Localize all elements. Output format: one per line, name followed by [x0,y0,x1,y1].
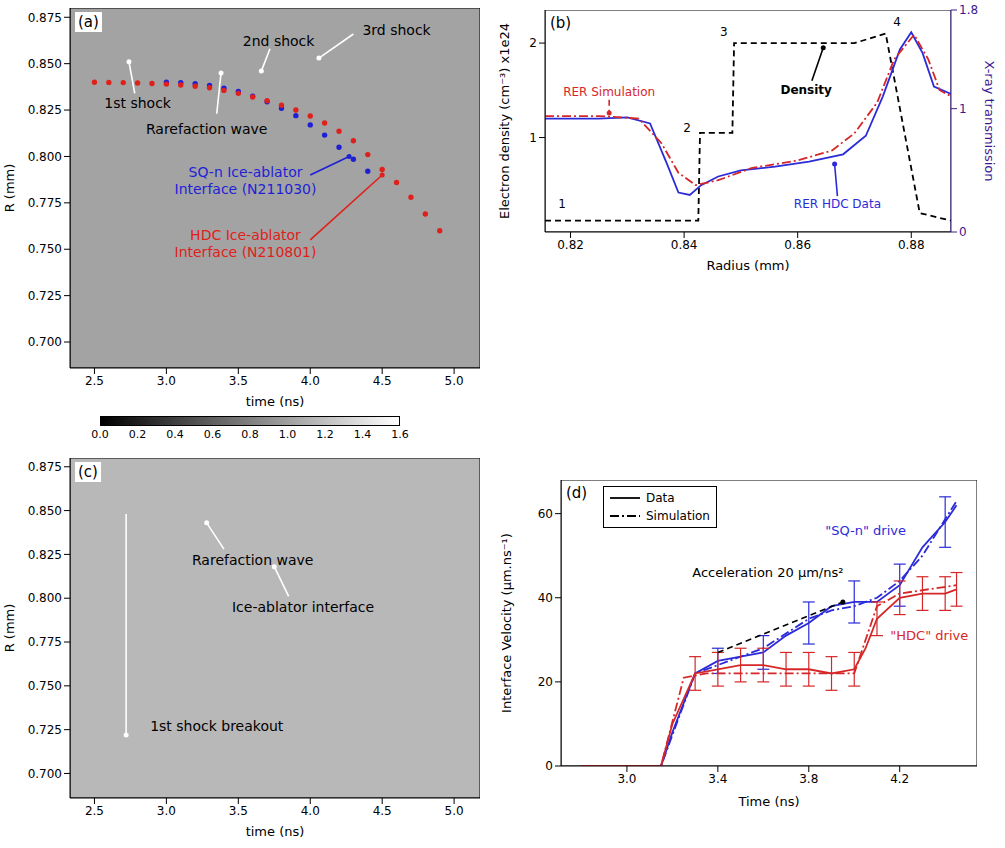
svg-text:2: 2 [529,36,537,50]
svg-text:3.0: 3.0 [617,772,636,786]
svg-text:0.86: 0.86 [784,238,811,252]
html-text:1.6: 1.6 [391,428,409,441]
svg-text:4: 4 [893,15,901,29]
html-text:(a): (a) [78,13,99,31]
html-text:Data: Data [646,491,675,505]
html-text:(b): (b) [550,14,572,32]
html-text:0.4: 0.4 [166,428,184,441]
svg-text:0: 0 [545,759,553,773]
svg-text:1.8: 1.8 [959,3,978,17]
svg-text:0.825: 0.825 [28,548,62,562]
svg-text:RER HDC Data: RER HDC Data [794,197,881,211]
svg-text:Rarefaction wave: Rarefaction wave [192,552,313,568]
svg-text:0.825: 0.825 [28,103,62,117]
svg-text:"SQ-n" drive: "SQ-n" drive [825,523,906,538]
svg-text:0.725: 0.725 [28,723,62,737]
svg-text:0.775: 0.775 [28,635,62,649]
svg-text:0.700: 0.700 [28,335,62,349]
html-text:0.6: 0.6 [203,428,222,441]
svg-text:1: 1 [959,102,967,116]
svg-text:4.0: 4.0 [301,374,320,388]
svg-text:4.5: 4.5 [373,804,392,818]
svg-text:0.850: 0.850 [28,57,62,71]
svg-text:2.5: 2.5 [85,804,104,818]
svg-text:2: 2 [683,121,691,135]
svg-text:1st shock breakout: 1st shock breakout [150,718,284,734]
svg-text:5.0: 5.0 [445,374,464,388]
svg-text:0.82: 0.82 [557,238,584,252]
svg-text:0.875: 0.875 [28,11,62,25]
svg-text:3.5: 3.5 [229,374,248,388]
svg-text:0.88: 0.88 [898,238,925,252]
html-text:(d): (d) [566,484,588,502]
html-text:(c): (c) [78,463,98,481]
svg-text:3: 3 [720,25,728,39]
svg-text:"HDC" drive: "HDC" drive [890,628,968,643]
svg-text:Radius (mm): Radius (mm) [706,258,789,273]
svg-text:4.2: 4.2 [890,772,909,786]
html-text:0.8: 0.8 [241,428,259,441]
svg-text:0.800: 0.800 [28,591,62,605]
svg-text:0.750: 0.750 [28,242,62,256]
svg-text:R (mm): R (mm) [2,164,17,213]
svg-text:R (mm): R (mm) [2,604,17,653]
svg-text:0.800: 0.800 [28,150,62,164]
svg-text:3.5: 3.5 [229,804,248,818]
svg-text:0.700: 0.700 [28,767,62,781]
html-text:0.2: 0.2 [128,428,147,441]
svg-text:Acceleration 20 μm/ns²: Acceleration 20 μm/ns² [692,565,843,580]
svg-text:1st shock: 1st shock [104,95,172,111]
svg-text:Electron density (cm⁻³) x1e24: Electron density (cm⁻³) x1e24 [497,23,512,219]
svg-text:3rd shock: 3rd shock [362,22,431,38]
svg-text:0.850: 0.850 [28,504,62,518]
svg-text:Time (ns): Time (ns) [737,794,799,809]
html-text:1.2: 1.2 [316,428,334,441]
svg-text:SQ-n Ice-ablatorInterface (N21: SQ-n Ice-ablatorInterface (N211030) [175,164,317,197]
svg-text:0.84: 0.84 [671,238,698,252]
svg-text:60: 60 [538,507,553,521]
svg-text:3.0: 3.0 [157,804,176,818]
html-text:1.4: 1.4 [353,428,372,441]
svg-text:HDC Ice-ablatorInterface (N210: HDC Ice-ablatorInterface (N210801) [175,227,317,260]
svg-text:Interface Velocity (μm.ns⁻¹): Interface Velocity (μm.ns⁻¹) [499,533,514,713]
html-text:1.0: 1.0 [278,428,297,441]
svg-text:4.5: 4.5 [373,374,392,388]
svg-text:time (ns): time (ns) [246,824,305,839]
svg-text:5.0: 5.0 [445,804,464,818]
svg-text:1: 1 [558,197,566,211]
svg-text:4.0: 4.0 [301,804,320,818]
svg-text:3.0: 3.0 [157,374,176,388]
svg-text:Ice-ablator interface: Ice-ablator interface [232,599,374,615]
svg-text:0: 0 [959,225,967,239]
svg-text:2nd shock: 2nd shock [243,33,316,49]
svg-text:time (ns): time (ns) [246,394,305,409]
svg-text:Rarefaction wave: Rarefaction wave [146,121,267,137]
svg-text:RER Simulation: RER Simulation [563,85,655,99]
svg-text:X-ray transmission: X-ray transmission [982,60,997,181]
html-text:Simulation: Simulation [646,509,710,523]
svg-text:3.4: 3.4 [708,772,727,786]
svg-text:3.8: 3.8 [799,772,818,786]
svg-text:0.775: 0.775 [28,196,62,210]
svg-text:20: 20 [538,675,553,689]
svg-text:1: 1 [529,131,537,145]
svg-text:0.725: 0.725 [28,289,62,303]
svg-text:0.875: 0.875 [28,460,62,474]
svg-text:0.750: 0.750 [28,679,62,693]
html-text:0.0: 0.0 [91,428,109,441]
svg-text:Density: Density [780,83,832,97]
svg-text:2.5: 2.5 [85,374,104,388]
svg-text:40: 40 [538,591,553,605]
